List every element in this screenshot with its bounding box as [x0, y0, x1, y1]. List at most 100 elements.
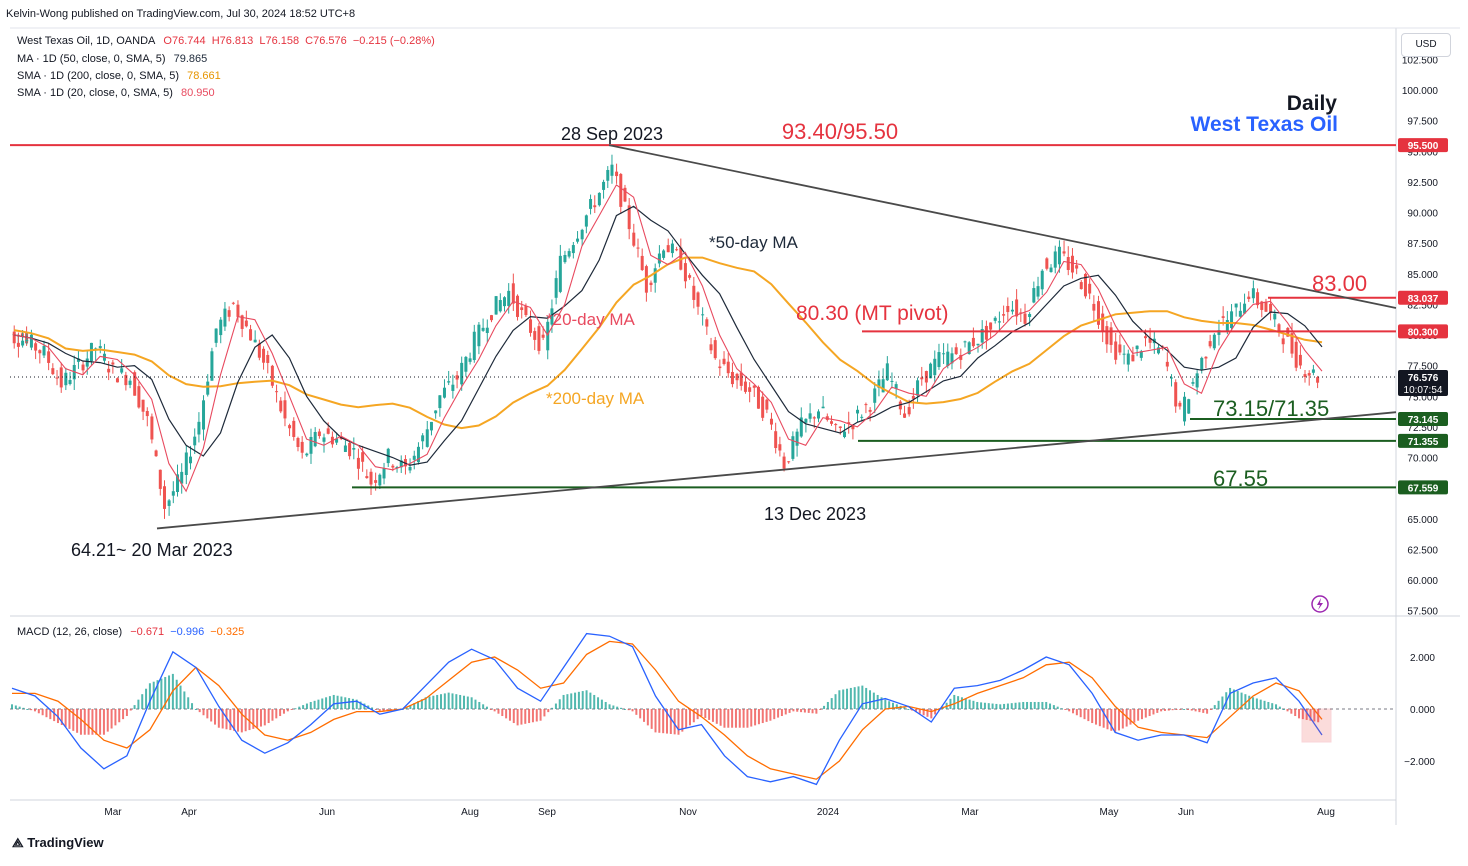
candle-body — [240, 315, 244, 329]
open-value: O76.744 — [163, 35, 206, 47]
candle-body — [916, 380, 920, 396]
candle-body — [524, 305, 528, 316]
macd-histogram-bar — [524, 709, 527, 724]
macd-histogram-bar — [259, 709, 262, 727]
candle-body — [1183, 396, 1187, 422]
macd-histogram-bar — [493, 709, 496, 712]
candle-body — [1316, 377, 1320, 383]
candle-body — [1200, 357, 1204, 370]
macd-histogram-bar — [30, 709, 33, 711]
macd-histogram-bar — [968, 699, 971, 709]
macd-histogram-bar — [252, 709, 255, 729]
candle-body — [644, 266, 648, 293]
candle-body — [1148, 338, 1152, 343]
candle-body — [197, 421, 201, 435]
macd-histogram-bar — [1068, 709, 1071, 712]
macd-histogram-bar — [1072, 709, 1075, 714]
macd-histogram-bar — [1252, 697, 1255, 709]
candle-body — [51, 368, 55, 375]
candle-body — [1298, 354, 1302, 366]
chart-annotation: West Texas Oil — [1191, 113, 1338, 136]
candle-body — [477, 324, 481, 347]
time-tick-label: Jun — [1178, 807, 1194, 818]
candle-body — [1294, 341, 1298, 368]
candle-body — [107, 368, 111, 373]
candle-body — [597, 192, 601, 206]
price-axis-label-text: 71.355 — [1408, 437, 1439, 448]
price-axis-label-box — [1398, 433, 1448, 448]
price-axis-label-box — [1398, 369, 1448, 396]
countdown-text: 10:07:54 — [1404, 385, 1443, 396]
candle-body — [761, 396, 765, 418]
candle-body — [946, 351, 950, 366]
candle-body — [1238, 310, 1242, 317]
macd-histogram-bar — [623, 709, 626, 710]
macd-histogram-bar — [769, 709, 772, 721]
macd-histogram-bar — [37, 709, 40, 714]
candle-body — [890, 380, 894, 382]
candle-body — [1221, 316, 1225, 318]
macd-histogram-bar — [175, 679, 178, 709]
macd-histogram-bar — [1198, 709, 1201, 713]
macd-histogram-bar — [1037, 701, 1040, 709]
macd-histogram-bar — [22, 707, 25, 709]
candle-body — [868, 409, 872, 412]
macd-histogram-bar — [99, 709, 102, 735]
candle-body — [787, 461, 791, 463]
macd-histogram-bar — [497, 709, 500, 714]
macd-histogram-bar — [520, 709, 523, 725]
macd-histogram-bar — [125, 709, 128, 717]
macd-histogram-bar — [1117, 709, 1120, 731]
macd-histogram-bar — [405, 707, 408, 709]
macd-histogram-bar — [332, 694, 335, 709]
candle-body — [193, 436, 197, 446]
currency-button[interactable]: USD — [1401, 33, 1451, 57]
candle-body — [911, 396, 915, 399]
macd-histogram-bar — [512, 709, 515, 724]
candle-body — [1264, 301, 1268, 312]
price-axis-label-text: 73.145 — [1408, 415, 1439, 426]
macd-histogram-bar — [1294, 709, 1297, 717]
macd-histogram-bar — [1248, 695, 1251, 709]
candle-body — [137, 386, 141, 408]
macd-histogram-bar — [64, 709, 67, 727]
macd-histogram-bar — [727, 709, 730, 728]
candle-body — [580, 229, 584, 240]
candle-body — [1281, 338, 1285, 345]
macd-histogram-bar — [1014, 702, 1017, 709]
macd-histogram-bar — [964, 698, 967, 709]
macd-histogram-bar — [949, 698, 952, 709]
candle-body — [701, 314, 705, 316]
macd-histogram-bar — [95, 709, 98, 735]
candle-body — [133, 372, 137, 396]
candle-body — [567, 251, 571, 257]
macd-histogram-bar — [321, 698, 324, 709]
macd-histogram-bar — [33, 709, 36, 712]
candle-body — [442, 387, 446, 398]
candle-body — [257, 343, 261, 358]
candle-body — [141, 399, 145, 412]
candle-body — [877, 379, 881, 388]
candle-body — [111, 362, 115, 365]
candle-body — [1143, 336, 1147, 339]
candle-body — [1303, 374, 1307, 378]
candle-body — [29, 334, 33, 348]
published-by-header: Kelvin-Wong published on TradingView.com… — [6, 8, 356, 20]
candle-body — [571, 245, 575, 254]
macd-histogram-bar — [470, 697, 473, 709]
candle-body — [223, 308, 227, 327]
macd-histogram-bar — [807, 709, 810, 713]
candle-body — [275, 391, 279, 393]
price-tick-label: 62.500 — [1407, 545, 1438, 556]
candle-body — [821, 406, 825, 409]
macd-histogram-bar — [1083, 709, 1086, 720]
candle-body — [558, 255, 562, 292]
macd-histogram-bar — [708, 709, 711, 720]
candle-body — [378, 474, 382, 486]
candle-body — [657, 253, 661, 264]
candle-body — [688, 275, 692, 278]
candle-body — [472, 331, 476, 361]
macd-histogram-bar — [761, 709, 764, 724]
